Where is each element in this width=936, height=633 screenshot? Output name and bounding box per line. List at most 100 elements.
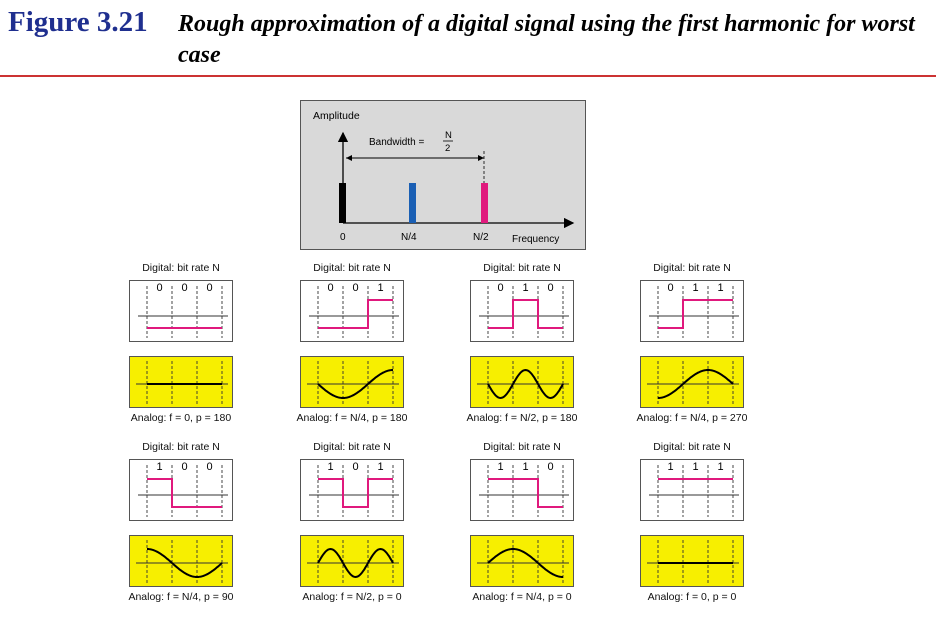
analog-waveform	[136, 361, 228, 405]
spectrum-panel: Amplitude Bandwidth = N 2 0 N/4 N/2 Freq…	[300, 100, 586, 250]
digital-waveform-line	[658, 299, 733, 329]
bit-label: 0	[352, 461, 359, 473]
bit-label: 1	[327, 461, 334, 473]
figure-caption: Rough approximation of a digital signal …	[178, 11, 915, 68]
title-divider	[0, 75, 936, 77]
analog-signal-box	[129, 535, 233, 587]
bit-label: 1	[717, 461, 724, 473]
frequency-axis-label: Frequency	[512, 234, 559, 245]
digital-label: Digital: bit rate N	[653, 441, 731, 453]
bar-n4	[409, 183, 416, 223]
digital-waveform-line	[488, 478, 563, 508]
bit-label: 1	[692, 282, 699, 294]
bit-label: 0	[206, 461, 213, 473]
digital-label: Digital: bit rate N	[313, 262, 391, 274]
analog-label: Analog: f = N/4, p = 90	[128, 591, 234, 603]
digital-label: Digital: bit rate N	[313, 441, 391, 453]
digital-waveform	[138, 465, 228, 517]
bit-label: 1	[717, 282, 724, 294]
analog-waveform	[477, 540, 569, 584]
analog-signal-box	[640, 535, 744, 587]
analog-signal-box	[640, 356, 744, 408]
spectrum-plot: Amplitude Bandwidth = N 2 0 N/4 N/2 Freq…	[313, 110, 575, 245]
bit-label: 0	[156, 282, 163, 294]
digital-waveform	[138, 286, 228, 338]
bit-label: 0	[206, 282, 213, 294]
digital-label: Digital: bit rate N	[142, 441, 220, 453]
digital-waveform	[479, 286, 569, 338]
analog-waveform	[307, 540, 399, 584]
figure-label: Figure 3.21	[8, 6, 148, 38]
bit-label: 0	[181, 461, 188, 473]
analog-waveform-line	[487, 548, 563, 578]
analog-label: Analog: f = N/4, p = 0	[472, 591, 572, 603]
analog-signal-box	[470, 356, 574, 408]
bit-label: 0	[181, 282, 188, 294]
bit-label: 1	[692, 461, 699, 473]
bit-label: 1	[377, 461, 384, 473]
bandwidth-numerator: N	[445, 130, 452, 141]
digital-waveform	[649, 286, 739, 338]
digital-signal-box: 0 1 0	[470, 280, 574, 342]
analog-waveform	[647, 361, 739, 405]
digital-signal-box: 0 0 0	[129, 280, 233, 342]
digital-waveform-line	[147, 478, 222, 508]
digital-waveform	[479, 465, 569, 517]
analog-signal-box	[300, 535, 404, 587]
tick-label-0: 0	[340, 232, 346, 243]
digital-waveform	[649, 465, 739, 517]
analog-waveform-line	[658, 369, 734, 399]
bit-label: 0	[547, 282, 554, 294]
digital-signal-box: 1 0 1	[300, 459, 404, 521]
digital-label: Digital: bit rate N	[653, 262, 731, 274]
bit-label: 1	[377, 282, 384, 294]
digital-signal-box: 0 0 1	[300, 280, 404, 342]
analog-waveform-line	[147, 548, 223, 578]
digital-waveform	[309, 465, 399, 517]
bar-n2	[481, 183, 488, 223]
digital-waveform-line	[318, 299, 393, 329]
analog-label: Analog: f = 0, p = 0	[647, 591, 737, 603]
bit-label: 1	[156, 461, 163, 473]
digital-signal-box: 1 0 0	[129, 459, 233, 521]
bar-0	[339, 183, 346, 223]
digital-label: Digital: bit rate N	[483, 262, 561, 274]
analog-signal-box	[129, 356, 233, 408]
analog-label: Analog: f = N/2, p = 180	[466, 412, 578, 424]
digital-signal-box: 1 1 0	[470, 459, 574, 521]
bit-label: 0	[547, 461, 554, 473]
digital-signal-box: 1 1 1	[640, 459, 744, 521]
bit-label: 1	[497, 461, 504, 473]
bit-label: 0	[327, 282, 334, 294]
tick-label-n4: N/4	[401, 232, 417, 243]
bit-label: 1	[522, 461, 529, 473]
bandwidth-denominator: 2	[445, 143, 450, 154]
analog-signal-box	[300, 356, 404, 408]
analog-waveform	[136, 540, 228, 584]
analog-label: Analog: f = N/4, p = 180	[296, 412, 408, 424]
bit-label: 0	[667, 282, 674, 294]
analog-waveform	[307, 361, 399, 405]
bandwidth-label: Bandwidth =	[369, 137, 424, 148]
analog-waveform-line	[317, 369, 393, 399]
analog-waveform-line	[317, 547, 394, 579]
analog-waveform-line	[487, 368, 564, 400]
digital-label: Digital: bit rate N	[483, 441, 561, 453]
analog-waveform	[647, 540, 739, 584]
analog-waveform	[477, 361, 569, 405]
digital-signal-box: 0 1 1	[640, 280, 744, 342]
analog-label: Analog: f = N/4, p = 270	[636, 412, 748, 424]
digital-waveform-line	[318, 478, 393, 508]
analog-label: Analog: f = 0, p = 180	[130, 412, 232, 424]
digital-label: Digital: bit rate N	[142, 262, 220, 274]
bit-label: 1	[667, 461, 674, 473]
digital-waveform-line	[488, 299, 563, 329]
analog-label: Analog: f = N/2, p = 0	[302, 591, 402, 603]
bit-label: 1	[522, 282, 529, 294]
digital-waveform	[309, 286, 399, 338]
bit-label: 0	[497, 282, 504, 294]
amplitude-axis-label: Amplitude	[313, 110, 360, 122]
bit-label: 0	[352, 282, 359, 294]
analog-signal-box	[470, 535, 574, 587]
tick-label-n2: N/2	[473, 232, 489, 243]
